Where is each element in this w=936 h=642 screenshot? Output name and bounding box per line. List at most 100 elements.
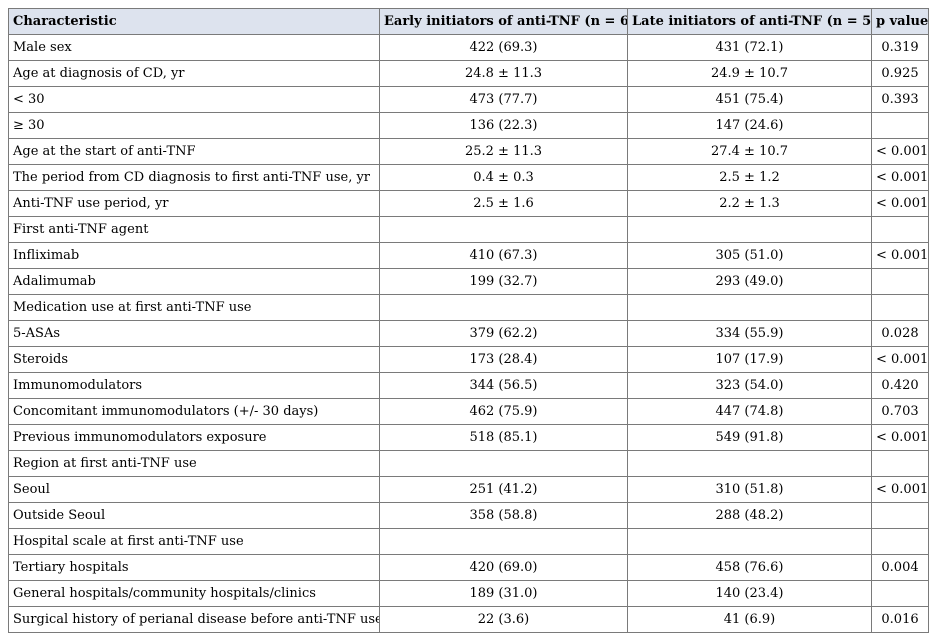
cell-late-value: 458 (76.6) — [627, 554, 872, 581]
cell-p-value: < 0.001 — [871, 242, 929, 269]
cell-characteristic: Concomitant immunomodulators (+/- 30 day… — [8, 398, 380, 425]
cell-p-value: < 0.001 — [871, 476, 929, 503]
cell-late-value: 334 (55.9) — [627, 320, 872, 347]
cell-late-value: 293 (49.0) — [627, 268, 872, 295]
cell-early-value: 462 (75.9) — [379, 398, 628, 425]
cell-early-value: 173 (28.4) — [379, 346, 628, 373]
cell-characteristic: Age at the start of anti-TNF — [8, 138, 380, 165]
cell-late-value: 549 (91.8) — [627, 424, 872, 451]
cell-early-value — [379, 216, 628, 243]
table-row: First anti-TNF agent — [8, 216, 929, 243]
header-early-initiators: Early initiators of anti-TNF (n = 609) — [379, 8, 628, 35]
cell-characteristic: The period from CD diagnosis to first an… — [8, 164, 380, 191]
cell-late-value: 431 (72.1) — [627, 34, 872, 61]
table-row: Age at diagnosis of CD, yr 24.8 ± 11.3 24.… — [8, 60, 929, 87]
cell-late-value: 305 (51.0) — [627, 242, 872, 269]
header-characteristic: Characteristic — [8, 8, 380, 35]
table-row: 5-ASAs 379 (62.2) 334 (55.9) 0.028 — [8, 320, 929, 347]
characteristic-label: Adalimumab — [13, 274, 96, 289]
cell-late-value — [627, 528, 872, 555]
cell-characteristic: Age at diagnosis of CD, yr — [8, 60, 380, 87]
cell-p-value: 0.028 — [871, 320, 929, 347]
table-row: Steroids 173 (28.4) 107 (17.9) < 0.001 — [8, 346, 929, 373]
cell-p-value: < 0.001 — [871, 138, 929, 165]
table-body: Male sex 422 (69.3) 431 (72.1) 0.319 Age at … — [8, 34, 929, 633]
table-row: Medication use at first anti-TNF use — [8, 294, 929, 321]
cell-p-value — [871, 528, 929, 555]
cell-characteristic: Region at first anti-TNF use — [8, 450, 380, 477]
cell-late-value: 2.5 ± 1.2 — [627, 164, 872, 191]
table-container: Characteristic Early initiators of anti-… — [8, 8, 929, 633]
cell-p-value — [871, 112, 929, 139]
table-row: Previous immunomodulators exposure 518 (8… — [8, 424, 929, 451]
cell-p-value — [871, 580, 929, 607]
table-row: Region at first anti-TNF use — [8, 450, 929, 477]
cell-p-value — [871, 502, 929, 529]
characteristics-table: Characteristic Early initiators of anti-… — [8, 8, 929, 633]
characteristic-label: Tertiary hospitals — [13, 560, 129, 575]
cell-p-value: 0.319 — [871, 34, 929, 61]
cell-characteristic: Anti-TNF use period, yr — [8, 190, 380, 217]
cell-p-value: 0.016 — [871, 606, 929, 633]
cell-late-value: 451 (75.4) — [627, 86, 872, 113]
cell-characteristic: Immunomodulators — [8, 372, 380, 399]
cell-early-value: 189 (31.0) — [379, 580, 628, 607]
cell-late-value: 447 (74.8) — [627, 398, 872, 425]
cell-early-value: 24.8 ± 11.3 — [379, 60, 628, 87]
cell-early-value: 199 (32.7) — [379, 268, 628, 295]
cell-p-value: < 0.001 — [871, 424, 929, 451]
cell-late-value: 323 (54.0) — [627, 372, 872, 399]
cell-p-value: 0.420 — [871, 372, 929, 399]
cell-p-value: 0.703 — [871, 398, 929, 425]
characteristic-label: 5-ASAs — [13, 326, 61, 341]
cell-late-value: 288 (48.2) — [627, 502, 872, 529]
header-p-value: p value — [871, 8, 929, 35]
cell-early-value: 379 (62.2) — [379, 320, 628, 347]
cell-late-value — [627, 216, 872, 243]
cell-characteristic: Surgical history of perianal disease bef… — [8, 606, 380, 633]
table-row: General hospitals/community hospitals/cl… — [8, 580, 929, 607]
cell-early-value — [379, 450, 628, 477]
table-row: Male sex 422 (69.3) 431 (72.1) 0.319 — [8, 34, 929, 61]
cell-p-value: 0.393 — [871, 86, 929, 113]
cell-early-value: 518 (85.1) — [379, 424, 628, 451]
cell-characteristic: < 30 — [8, 86, 380, 113]
characteristic-label: < 30 — [13, 92, 45, 107]
cell-late-value: 27.4 ± 10.7 — [627, 138, 872, 165]
cell-p-value: < 0.001 — [871, 346, 929, 373]
cell-characteristic: Male sex — [8, 34, 380, 61]
characteristic-label: Age at the start of anti-TNF — [13, 144, 196, 159]
cell-early-value: 344 (56.5) — [379, 372, 628, 399]
header-late-initiators: Late initiators of anti-TNF (n = 598) — [627, 8, 872, 35]
characteristic-label: Medication use at first anti-TNF use — [13, 300, 252, 315]
cell-p-value: < 0.001 — [871, 190, 929, 217]
cell-early-value: 136 (22.3) — [379, 112, 628, 139]
characteristic-label: Male sex — [13, 40, 72, 55]
cell-late-value: 24.9 ± 10.7 — [627, 60, 872, 87]
characteristic-label: Concomitant immunomodulators (+/- 30 day… — [13, 404, 319, 419]
table-row: Adalimumab 199 (32.7) 293 (49.0) — [8, 268, 929, 295]
cell-early-value: 22 (3.6) — [379, 606, 628, 633]
cell-characteristic: Previous immunomodulators exposure — [8, 424, 380, 451]
cell-p-value — [871, 216, 929, 243]
cell-p-value: 0.925 — [871, 60, 929, 87]
cell-early-value: 0.4 ± 0.3 — [379, 164, 628, 191]
table-row: Surgical history of perianal disease bef… — [8, 606, 929, 633]
cell-characteristic: Steroids — [8, 346, 380, 373]
characteristic-label: General hospitals/community hospitals/cl… — [13, 586, 316, 601]
cell-characteristic: First anti-TNF agent — [8, 216, 380, 243]
cell-late-value: 310 (51.8) — [627, 476, 872, 503]
cell-late-value — [627, 450, 872, 477]
table-row: < 30 473 (77.7) 451 (75.4) 0.393 — [8, 86, 929, 113]
cell-late-value: 147 (24.6) — [627, 112, 872, 139]
cell-early-value: 473 (77.7) — [379, 86, 628, 113]
cell-p-value: 0.004 — [871, 554, 929, 581]
table-row: Seoul 251 (41.2) 310 (51.8) < 0.001 — [8, 476, 929, 503]
cell-characteristic: Infliximab — [8, 242, 380, 269]
table-row: ≥ 30 136 (22.3) 147 (24.6) — [8, 112, 929, 139]
characteristic-label: Seoul — [13, 482, 50, 497]
table-row: Concomitant immunomodulators (+/- 30 day… — [8, 398, 929, 425]
characteristic-label: Region at first anti-TNF use — [13, 456, 197, 471]
cell-characteristic: 5-ASAs — [8, 320, 380, 347]
cell-late-value: 107 (17.9) — [627, 346, 872, 373]
